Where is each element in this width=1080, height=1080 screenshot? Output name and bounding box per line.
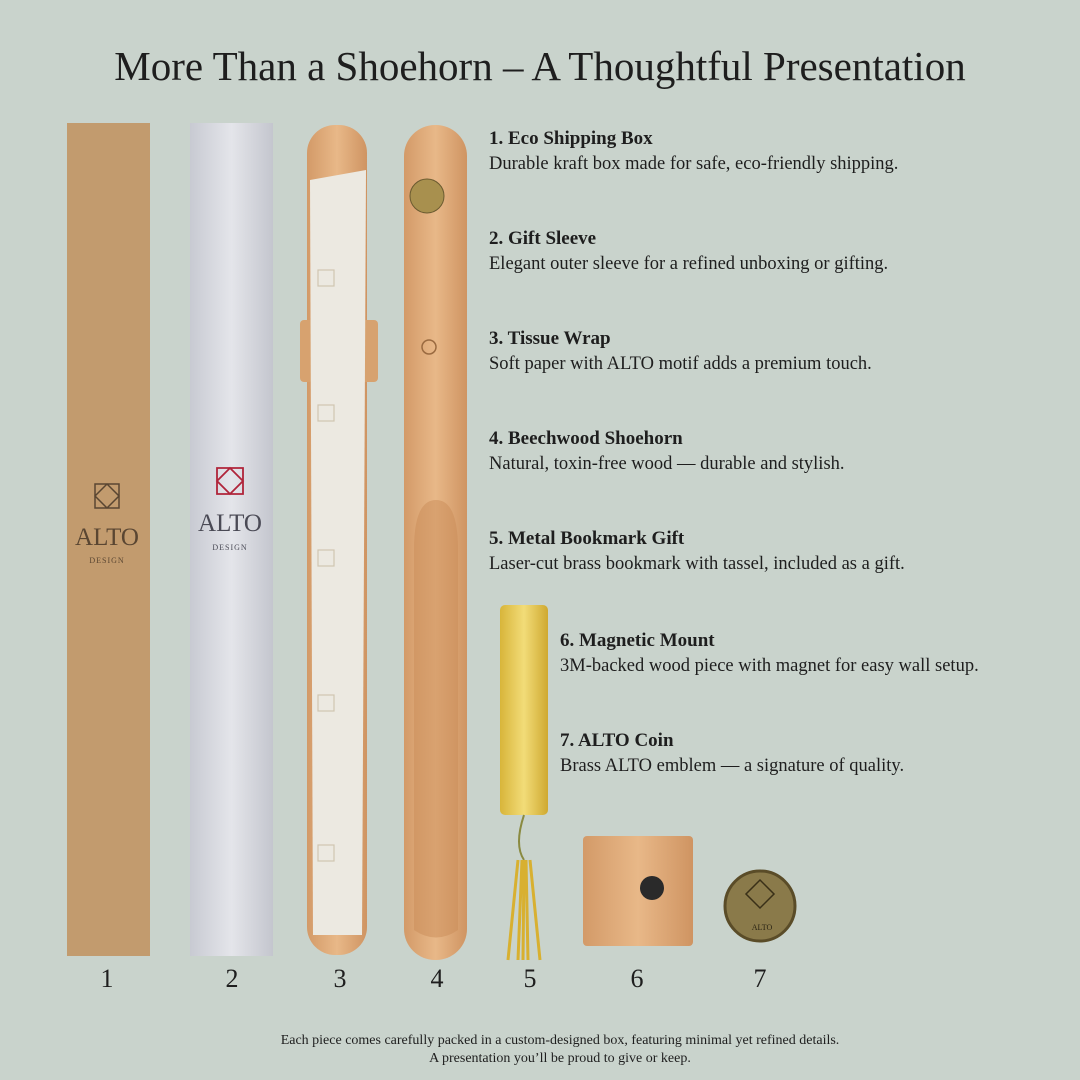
title: More Than a Shoehorn – A Thoughtful Pres…	[114, 43, 965, 89]
product-number: 7	[754, 964, 767, 993]
product-numbers: 1 2 3 4 5 6 7	[101, 964, 767, 993]
tassel-cord	[518, 814, 525, 861]
sleeve-brand: ALTO	[198, 510, 262, 537]
box-subtitle: DESIGN	[89, 556, 124, 565]
product-title: 4. Beechwood Shoehorn	[489, 428, 683, 449]
product-description: Elegant outer sleeve for a refined unbox…	[489, 254, 888, 274]
magnet	[640, 876, 664, 900]
product-description: 3M-backed wood piece with magnet for eas…	[560, 656, 979, 676]
product-description: Durable kraft box made for safe, eco-fri…	[489, 154, 898, 174]
product-title: 6. Magnetic Mount	[560, 630, 715, 651]
box-brand: ALTO	[75, 524, 139, 551]
product-description: Laser-cut brass bookmark with tassel, in…	[489, 554, 905, 574]
inset-coin	[409, 178, 445, 214]
sleeve-subtitle: DESIGN	[212, 543, 247, 552]
product-description: Natural, toxin-free wood — durable and s…	[489, 454, 845, 474]
product-number: 3	[334, 964, 347, 993]
product-number: 2	[226, 964, 239, 993]
footer-line: A presentation you’ll be proud to give o…	[429, 1051, 691, 1066]
alto-coin	[723, 869, 797, 943]
box-logo	[93, 482, 121, 510]
product-title: 1. Eco Shipping Box	[489, 128, 653, 149]
gift-sleeve	[190, 123, 273, 956]
product-list: 1. Eco Shipping Box Durable kraft box mad…	[489, 128, 979, 776]
tissue-motifs	[317, 269, 335, 862]
product-number: 5	[524, 964, 537, 993]
magnet-hole	[421, 339, 437, 355]
tassel	[506, 859, 542, 961]
product-number: 4	[431, 964, 444, 993]
magnetic-mount	[583, 836, 693, 946]
product-title: 2. Gift Sleeve	[489, 228, 596, 249]
sleeve-logo	[215, 466, 245, 496]
product-title: 7. ALTO Coin	[560, 730, 674, 751]
coin-logo	[744, 878, 776, 910]
footer-line: Each piece comes carefully packed in a c…	[281, 1033, 840, 1048]
brass-bookmark	[500, 605, 548, 815]
shoehorn-curve	[414, 500, 458, 938]
product-title: 3. Tissue Wrap	[489, 328, 611, 349]
product-number: 1	[101, 964, 114, 993]
kraft-box	[67, 123, 150, 956]
product-title: 5. Metal Bookmark Gift	[489, 528, 685, 549]
product-description: Soft paper with ALTO motif adds a premiu…	[489, 354, 872, 374]
product-description: Brass ALTO emblem — a signature of quali…	[560, 756, 904, 776]
product-number: 6	[631, 964, 644, 993]
coin-text: ALTO	[752, 923, 773, 932]
tissue-wrap	[310, 170, 366, 935]
